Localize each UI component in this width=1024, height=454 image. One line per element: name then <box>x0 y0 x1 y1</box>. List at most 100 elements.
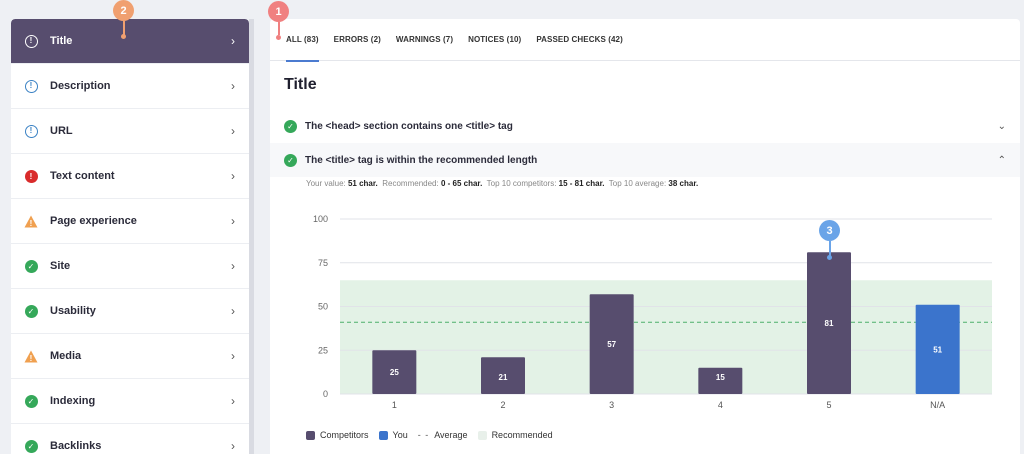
title-length-chart: 0 25 50 75 100 25 1 21 2 57 3 15 4 81 5 51 N/A <box>313 214 992 410</box>
legend-you: You <box>378 430 408 440</box>
status-icon-wrap: ! <box>24 169 38 183</box>
tab-errors[interactable]: ERRORS (2) <box>333 35 381 44</box>
chevron-right-icon: › <box>231 34 235 48</box>
tab-passed-checks[interactable]: PASSED CHECKS (42) <box>536 35 623 44</box>
sidebar-item-label: Title <box>50 35 73 47</box>
sidebar-item-label: Page experience <box>50 215 137 227</box>
passed-icon: ✓ <box>24 259 38 273</box>
competitors-value: 15 - 81 char. <box>558 179 605 188</box>
chevron-right-icon: › <box>231 124 235 138</box>
warning-icon: ! <box>24 350 38 363</box>
badge-stem <box>829 241 831 256</box>
sidebar-item-indexing[interactable]: ✓ Indexing › <box>11 379 249 424</box>
badge-dot <box>121 34 126 39</box>
recommended-band <box>340 280 992 394</box>
legend-average: - - Average <box>418 430 468 440</box>
legend-recommended: Recommended <box>477 430 553 440</box>
sidebar-item-media[interactable]: ! Media › <box>11 334 249 379</box>
sidebar-item-label: Usability <box>50 305 96 317</box>
tab-bar: ALL (83) ERRORS (2) WARNINGS (7) NOTICES (1… <box>270 19 1020 62</box>
y-tick-label: 0 <box>323 389 328 399</box>
sidebar-item-site[interactable]: ✓ Site › <box>11 244 249 289</box>
chevron-down-icon[interactable]: ⌄ <box>997 120 1006 132</box>
chevron-right-icon: › <box>231 259 235 273</box>
page-title: Title <box>284 76 317 93</box>
bar-value-label: 57 <box>607 340 616 349</box>
passed-icon: ✓ <box>24 304 38 318</box>
y-tick-label: 50 <box>318 302 328 312</box>
status-icon-wrap: ! <box>24 349 38 363</box>
average-value: 38 char. <box>668 179 699 188</box>
passed-icon: ✓ <box>24 394 38 408</box>
x-tick-label: N/A <box>930 400 945 410</box>
bar-value-label: 21 <box>499 373 508 382</box>
legend-label: You <box>392 430 408 440</box>
sidebar-item-page-experience[interactable]: ! Page experience › <box>11 199 249 244</box>
y-tick-label: 25 <box>318 345 328 355</box>
check-row-title-length[interactable]: ✓ The <title> tag is within the recommen… <box>270 143 1020 177</box>
legend-label: Recommended <box>491 430 553 440</box>
sidebar-item-backlinks[interactable]: ✓ Backlinks › <box>11 424 249 454</box>
sidebar-item-label: Media <box>50 350 82 362</box>
competitors-label: Top 10 competitors: <box>486 179 557 188</box>
annotation-badge-1: 1 <box>268 1 289 22</box>
length-stats: Your value: 51 char. Recommended: 0 - 65… <box>306 179 698 188</box>
chevron-right-icon: › <box>231 394 235 408</box>
bar-value-label: 15 <box>716 373 725 382</box>
bar <box>915 304 960 394</box>
check-title: The <title> tag is within the recommende… <box>305 154 538 166</box>
recommended-label: Recommended: <box>382 179 439 188</box>
x-tick-label: 4 <box>718 400 723 410</box>
bar <box>589 294 634 394</box>
status-icon-wrap: ✓ <box>24 439 38 453</box>
chevron-right-icon: › <box>231 349 235 363</box>
check-passed-icon: ✓ <box>284 119 297 133</box>
sidebar-item-label: URL <box>50 125 73 137</box>
badge-dot <box>276 35 281 40</box>
average-label: Top 10 average: <box>608 179 667 188</box>
chevron-right-icon: › <box>231 79 235 93</box>
tab-all[interactable]: ALL (83) <box>286 19 319 62</box>
error-icon: ! <box>24 169 38 183</box>
info-icon: ! <box>24 34 38 48</box>
info-icon: ! <box>24 79 38 93</box>
bar <box>698 367 743 394</box>
sidebar-item-label: Backlinks <box>50 440 102 452</box>
status-icon-wrap: ! <box>24 214 38 228</box>
chevron-right-icon: › <box>231 439 235 453</box>
svg-text:!: ! <box>30 219 33 228</box>
sidebar-item-label: Site <box>50 260 71 272</box>
sidebar-item-title[interactable]: ! Title › <box>11 19 249 64</box>
sidebar-item-description[interactable]: ! Description › <box>11 64 249 109</box>
chevron-right-icon: › <box>231 304 235 318</box>
sidebar-item-usability[interactable]: ✓ Usability › <box>11 289 249 334</box>
sidebar-item-label: Description <box>50 80 111 92</box>
info-icon: ! <box>24 124 38 138</box>
sidebar-item-url[interactable]: ! URL › <box>11 109 249 154</box>
check-row-head-tag[interactable]: ✓ The <head> section contains one <title… <box>270 109 1020 143</box>
bar-value-label: 51 <box>933 345 942 354</box>
status-icon-wrap: ✓ <box>24 304 38 318</box>
sidebar-item-label: Indexing <box>50 395 96 407</box>
x-tick-label: 3 <box>609 400 614 410</box>
tab-warnings[interactable]: WARNINGS (7) <box>395 35 454 44</box>
tab-notices[interactable]: NOTICES (10) <box>468 35 522 44</box>
x-tick-label: 5 <box>826 400 831 410</box>
chevron-right-icon: › <box>231 169 235 183</box>
x-tick-label: 1 <box>392 400 397 410</box>
recommended-value: 0 - 65 char. <box>440 179 483 188</box>
legend-label: Competitors <box>320 430 369 440</box>
bar <box>372 350 417 394</box>
sidebar-scrollbar[interactable] <box>249 19 254 454</box>
status-icon-wrap: ! <box>24 124 38 138</box>
check-title: The <head> section contains one <title> … <box>305 120 513 132</box>
status-icon-wrap: ✓ <box>24 259 38 273</box>
sidebar-item-text-content[interactable]: ! Text content › <box>11 154 249 199</box>
status-icon-wrap: ! <box>24 34 38 48</box>
check-passed-icon: ✓ <box>284 153 297 167</box>
legend-swatch <box>378 430 388 440</box>
chevron-up-icon[interactable]: ⌃ <box>997 154 1006 166</box>
legend-competitors: Competitors <box>306 430 369 440</box>
chevron-right-icon: › <box>231 214 235 228</box>
bar-value-label: 25 <box>390 368 399 377</box>
